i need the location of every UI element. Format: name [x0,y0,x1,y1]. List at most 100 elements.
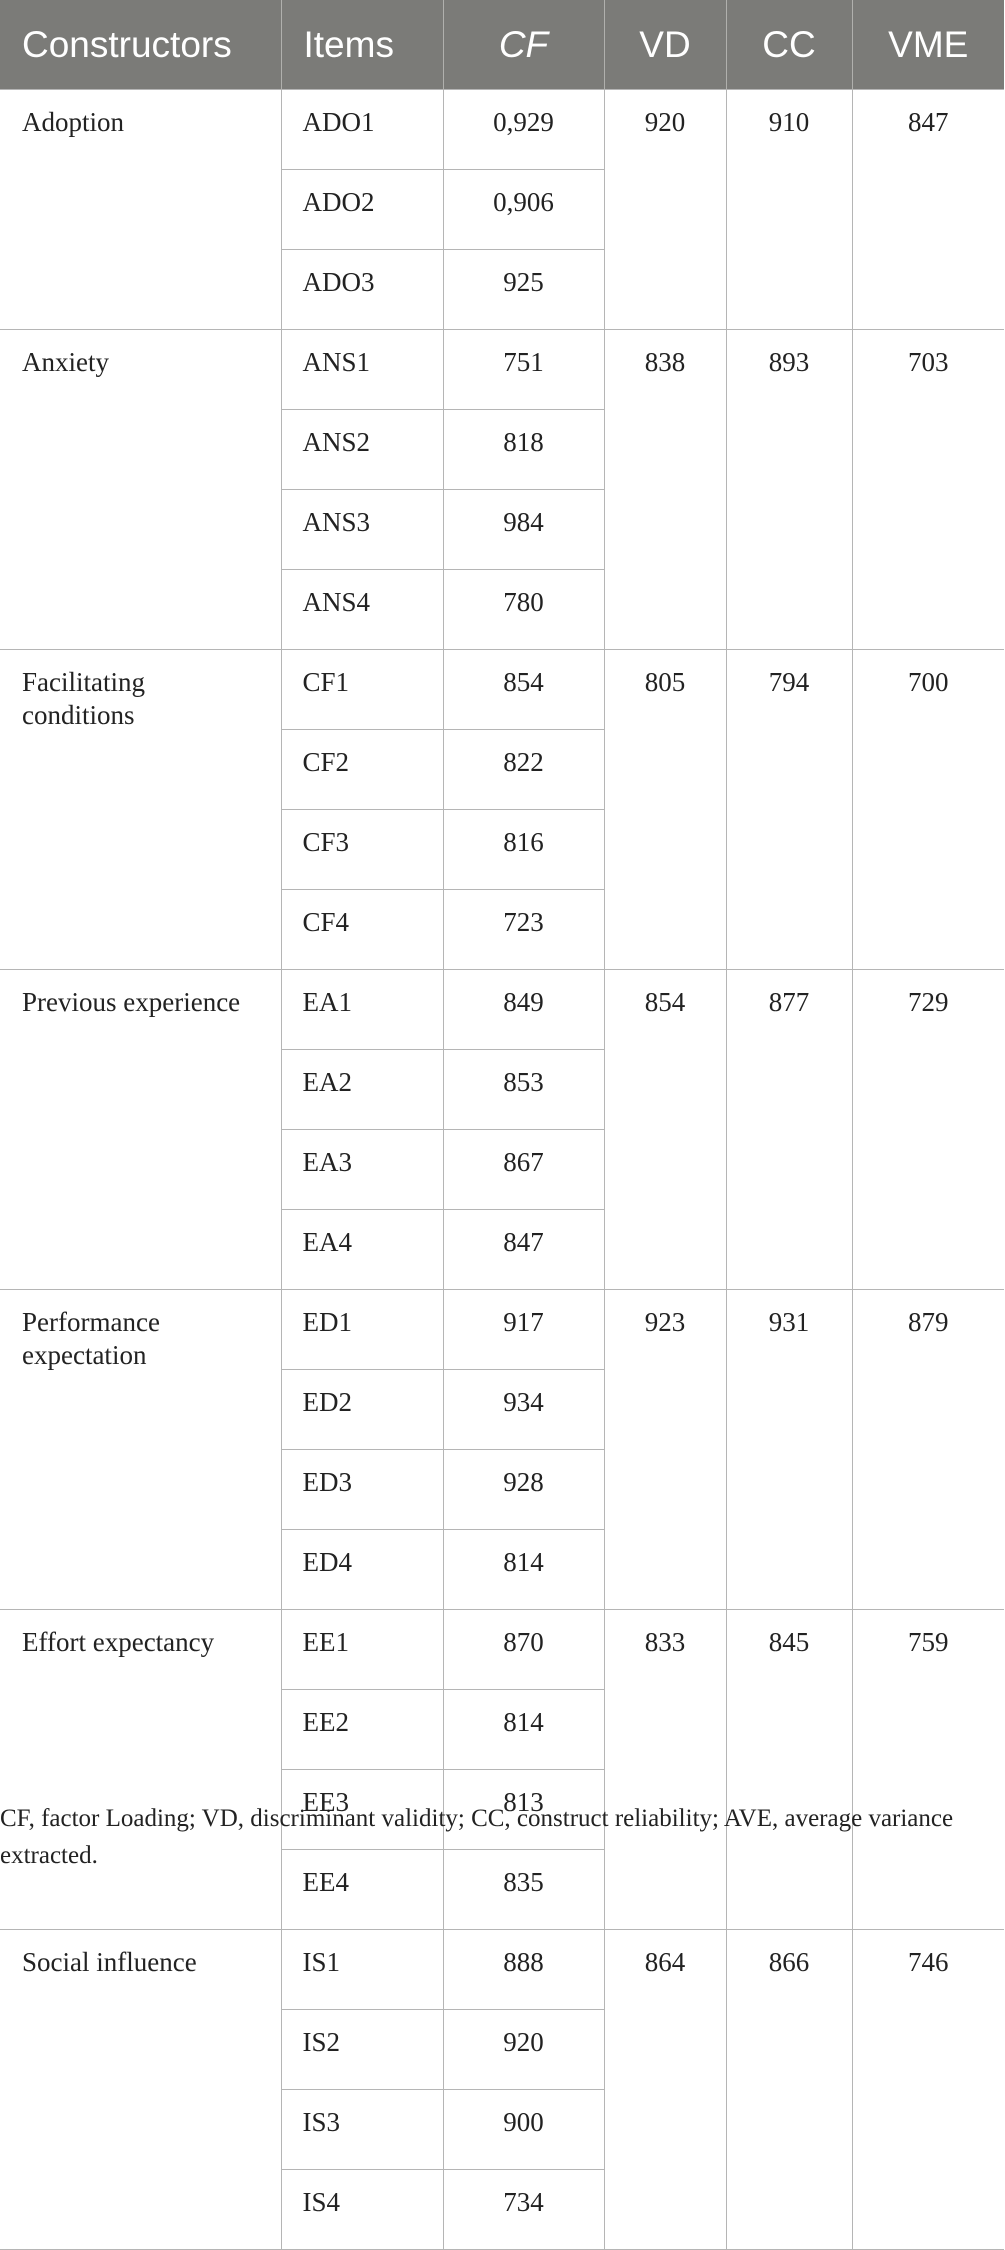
cc-cell: 893 [725,329,853,650]
cf-cell: 816 [442,809,604,890]
constructor-cell: Social influence [0,1929,282,2250]
vd-cell: 833 [603,1609,727,1930]
header-constructors: Constructors [0,0,282,90]
cf-cell: 984 [442,489,604,570]
item-cell: ANS3 [281,489,444,570]
item-cell: EE2 [281,1689,444,1770]
cc-cell: 866 [725,1929,853,2250]
constructor-cell: Facilitating conditions [0,649,282,970]
item-cell: EA4 [281,1209,444,1290]
cf-cell: 814 [442,1529,604,1610]
cf-cell: 925 [442,249,604,330]
cf-cell: 723 [442,889,604,970]
cf-cell: 0,906 [442,169,604,250]
table-body: Adoption ADO1 0,929 920 910 847 ADO2 0,906 ADO3 9… [0,89,1004,2250]
table-header: Constructors Items CF VD CC VME [0,0,1004,90]
table-row: CF4 723 [0,889,1004,970]
vme-cell: 729 [851,969,1004,1290]
table-row: Performance expectation ED1 917 923 931 879 [0,1289,1004,1610]
table-row: EA3 867 [0,1129,1004,1210]
item-cell: ANS4 [281,569,444,650]
table-row: Effort expectancy EE1 870 833 845 759 [0,1609,1004,1930]
cf-cell: 917 [442,1289,605,1370]
item-cell: ED3 [281,1449,444,1530]
table-row: EE2 814 [0,1689,1004,1770]
table-row: CF2 822 [0,729,1004,810]
cf-cell: 734 [442,2169,604,2250]
cf-cell: 854 [442,649,605,730]
item-cell: IS2 [281,2009,444,2090]
cf-cell: 0,929 [442,89,605,170]
vme-cell: 879 [851,1289,1004,1610]
item-cell: CF3 [281,809,444,890]
cf-cell: 822 [442,729,604,810]
vme-cell: 700 [851,649,1004,970]
table-row: CF3 816 [0,809,1004,890]
vme-cell: 703 [851,329,1004,650]
item-cell: ED4 [281,1529,444,1610]
table-row: EE3 813 [0,1769,1004,1850]
table-row: ED4 814 [0,1529,1004,1610]
vme-cell: 759 [851,1609,1004,1930]
table-row: Facilitating conditions CF1 854 805 794 700 [0,649,1004,970]
item-cell: ED1 [280,1289,444,1370]
vd-cell: 838 [603,329,727,650]
cc-cell: 877 [725,969,853,1290]
vme-cell: 746 [851,1929,1004,2250]
vd-cell: 805 [603,649,727,970]
constructor-cell: Effort expectancy [0,1609,282,1930]
table-row: ADO3 925 [0,249,1004,330]
item-cell: CF1 [280,649,444,730]
item-cell: ED2 [281,1369,444,1450]
table-row: ANS3 984 [0,489,1004,570]
item-cell: EA2 [281,1049,444,1130]
cf-cell: 818 [442,409,604,490]
cf-cell: 870 [442,1609,605,1690]
item-cell: ADO1 [280,89,444,170]
constructor-cell: Performance expectation [0,1289,282,1610]
cc-cell: 931 [725,1289,853,1610]
header-cf: CF [443,0,605,90]
table-row: ADO2 0,906 [0,169,1004,250]
table-row: Adoption ADO1 0,929 920 910 847 [0,89,1004,330]
item-cell: IS1 [280,1929,444,2010]
cf-cell: 928 [442,1449,604,1530]
cc-cell: 845 [725,1609,853,1930]
item-cell: ADO2 [281,169,444,250]
item-cell: ANS2 [281,409,444,490]
cf-cell: 920 [442,2009,604,2090]
item-cell: CF4 [281,889,444,970]
header-row: Constructors Items CF VD CC VME [0,0,1004,90]
cf-cell: 867 [442,1129,604,1210]
item-cell: EE1 [280,1609,444,1690]
item-cell: IS3 [281,2089,444,2170]
table-row: Social influence IS1 888 864 866 746 [0,1929,1004,2250]
cf-cell: 934 [442,1369,604,1450]
cc-cell: 794 [725,649,853,970]
cf-cell: 853 [442,1049,604,1130]
cf-cell: 751 [442,329,605,410]
header-vd: VD [604,0,727,90]
table-row: ANS4 780 [0,569,1004,650]
vme-cell: 847 [851,89,1004,330]
item-cell: IS4 [281,2169,444,2250]
vd-cell: 923 [603,1289,727,1610]
item-cell: EE3 [281,1769,444,1850]
cf-cell: 900 [442,2089,604,2170]
constructor-cell: Adoption [0,89,282,330]
cf-cell: 847 [442,1209,604,1290]
header-items: Items [281,0,444,90]
constructor-cell: Anxiety [0,329,282,650]
header-cc: CC [726,0,853,90]
cf-cell: 888 [442,1929,605,2010]
vd-cell: 864 [603,1929,727,2250]
cc-cell: 910 [725,89,853,330]
cf-cell: 813 [442,1769,604,1850]
cf-cell: 814 [442,1689,604,1770]
item-cell: CF2 [281,729,444,810]
vd-cell: 854 [603,969,727,1290]
item-cell: ANS1 [280,329,444,410]
header-vme: VME [852,0,1004,90]
